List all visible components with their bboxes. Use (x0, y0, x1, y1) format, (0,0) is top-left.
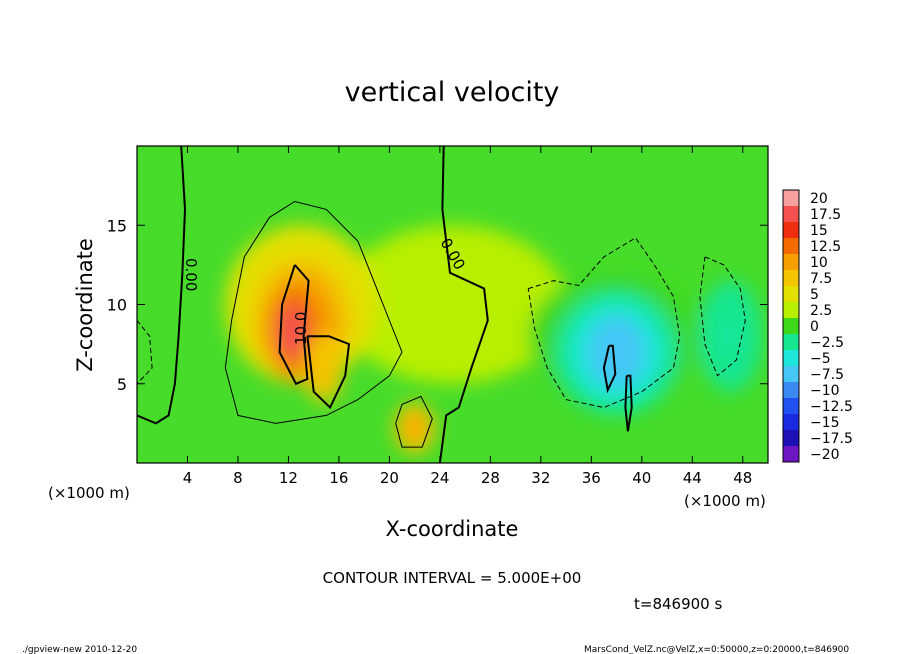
contour-line (278, 264, 310, 386)
contour-line-thin (395, 395, 433, 448)
colorbar-swatch (783, 414, 799, 430)
colorbar-label: 10 (810, 255, 828, 271)
contour-line (137, 146, 187, 425)
x-tick-label: 44 (683, 469, 702, 487)
contour-interval-text: CONTOUR INTERVAL = 5.000E+00 (323, 569, 582, 587)
colorbar-label: 20 (810, 191, 828, 207)
contour-line-negative (137, 320, 153, 385)
x-tick-label: 4 (183, 469, 193, 487)
feature-core (726, 332, 735, 341)
y-axis-label: Z-coordinate (73, 238, 97, 372)
x-tick-label: 48 (733, 469, 752, 487)
colorbar-swatch (783, 398, 799, 414)
colorbar-label: 12.5 (810, 239, 841, 255)
colorbar-swatch (783, 302, 799, 318)
colorbar-swatch (783, 382, 799, 398)
x-unit-label-right: (×1000 m) (684, 492, 766, 510)
x-axis-label: X-coordinate (386, 517, 519, 541)
contour-line (438, 146, 489, 463)
colorbar-swatch (783, 334, 799, 350)
colorbar-label: 5 (810, 287, 819, 303)
colorbar-frame (782, 189, 800, 463)
colorbar-label: 7.5 (810, 271, 832, 287)
x-tick-label: 28 (481, 469, 500, 487)
colorbar-label: −2.5 (810, 335, 844, 351)
feature-core (612, 348, 621, 357)
field-blob (304, 333, 343, 403)
contour-line (624, 374, 633, 432)
colorbar-label: 17.5 (810, 207, 841, 223)
x-tick-label: 36 (582, 469, 601, 487)
colorbar-swatch (783, 318, 799, 334)
field-blob (338, 225, 567, 384)
footer-right: MarsCond_VelZ.nc@VelZ,x=0:50000,z=0:2000… (584, 645, 849, 654)
colorbar-label: 2.5 (810, 303, 832, 319)
x-tick-label: 20 (380, 469, 399, 487)
x-tick-label: 12 (279, 469, 298, 487)
y-tick-label: 5 (117, 375, 127, 394)
colorbar-swatch (783, 254, 799, 270)
colorbar-swatch (783, 222, 799, 238)
contour-line-thin (224, 200, 403, 424)
contour-line-negative (699, 256, 746, 377)
colorbar-label: −15 (810, 415, 840, 431)
time-text: t=846900 s (634, 595, 722, 613)
contour-line (306, 335, 351, 410)
x-tick-label: 24 (430, 469, 449, 487)
colorbar-swatch (783, 446, 799, 462)
colorbar-label: 15 (810, 223, 828, 239)
footer-left: ./gpview-new 2010-12-20 (22, 645, 137, 654)
x-tick-label: 40 (632, 469, 651, 487)
contour-line-negative (527, 237, 681, 409)
x-tick-label: 32 (531, 469, 550, 487)
feature-core (410, 427, 419, 436)
colorbar: 2017.51512.5107.552.50−2.5−5−7.5−10−12.5… (782, 189, 853, 463)
colorbar-swatch (783, 366, 799, 382)
colorbar-swatch (783, 350, 799, 366)
x-tick-label: 8 (233, 469, 243, 487)
contour-label-peak: 10.0 (292, 312, 310, 345)
colorbar-swatch (783, 270, 799, 286)
colorbar-label: −17.5 (810, 431, 853, 447)
colorbar-swatch (783, 430, 799, 446)
contour-line (602, 344, 617, 394)
colorbar-label: −5 (810, 351, 831, 367)
chart-title: vertical velocity (345, 77, 560, 108)
colorbar-label: −10 (810, 383, 840, 399)
x-tick-label: 16 (329, 469, 348, 487)
colorbar-label: −12.5 (810, 399, 853, 415)
y-tick-label: 15 (107, 216, 127, 235)
field-blob (279, 306, 305, 357)
colorbar-swatch (783, 190, 799, 206)
colorbar-label: 0 (810, 319, 819, 335)
colorbar-swatch (783, 286, 799, 302)
colorbar-label: −7.5 (810, 367, 844, 383)
y-tick-label: 10 (107, 296, 127, 315)
colorbar-label: −20 (810, 447, 840, 463)
x-unit-label-left: (×1000 m) (48, 484, 130, 502)
contour-label-left: 0.00 (182, 258, 200, 291)
colorbar-swatch (783, 206, 799, 222)
colorbar-swatch (783, 238, 799, 254)
